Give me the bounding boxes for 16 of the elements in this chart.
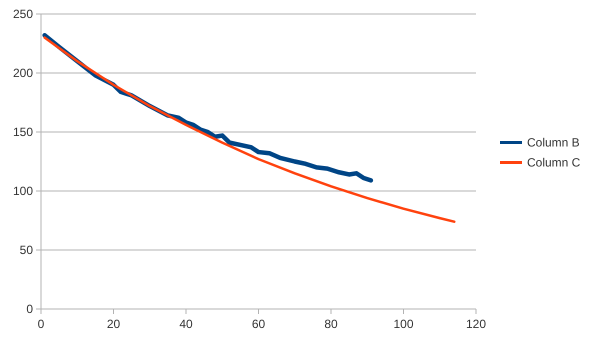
x-tick-label: 60 (252, 317, 266, 331)
y-tick-label: 200 (12, 66, 34, 80)
line-series (43, 36, 456, 223)
x-tick-label: 80 (324, 317, 338, 331)
legend-label: Column B (527, 136, 580, 150)
y-tick-label: 150 (12, 125, 34, 139)
x-tick-label: 0 (38, 317, 45, 331)
x-tick-label: 100 (393, 317, 414, 331)
x-tick-label: 20 (106, 317, 120, 331)
y-tick-label: 0 (26, 302, 34, 316)
y-tick-label: 50 (20, 243, 34, 257)
x-tick-label: 40 (179, 317, 193, 331)
y-tick-label: 250 (12, 7, 34, 21)
y-tick-label: 100 (12, 184, 34, 198)
x-tick-label: 120 (466, 317, 486, 331)
legend-label: Column C (527, 156, 581, 170)
